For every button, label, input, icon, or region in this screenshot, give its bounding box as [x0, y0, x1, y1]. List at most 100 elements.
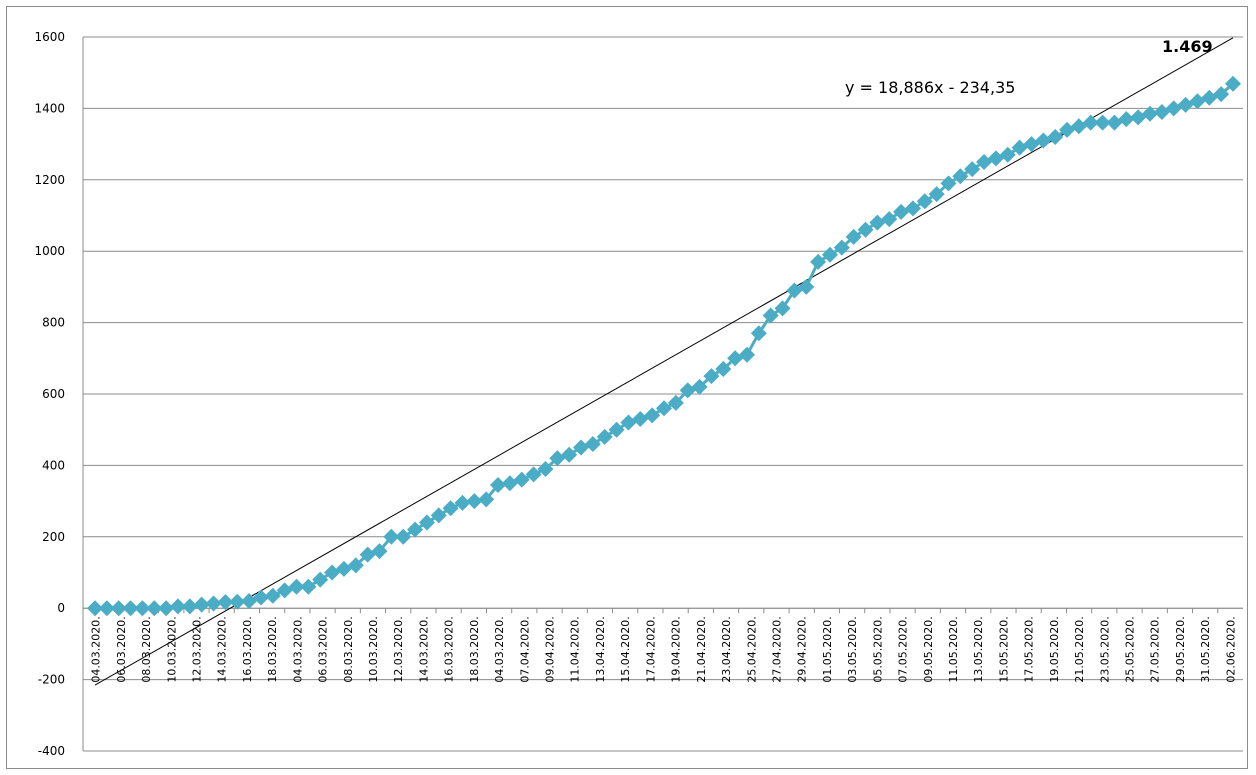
x-tick-label: 07.05.2020. — [897, 616, 910, 682]
data-point — [940, 175, 957, 192]
x-tick-label: 31.05.2020. — [1199, 616, 1212, 682]
line-chart: -400 -200 0 200 400 600 800 1000 1200 1400 1600 04… — [34, 30, 1243, 758]
data-point — [98, 600, 115, 617]
data-point — [869, 214, 886, 231]
data-point — [644, 407, 661, 424]
data-point — [916, 193, 933, 210]
data-point — [229, 593, 246, 610]
y-tick-label: 1200 — [34, 173, 65, 187]
y-tick-label: 1600 — [34, 30, 65, 44]
data-point — [454, 494, 471, 511]
x-tick-label: 16.03.2020. — [443, 616, 456, 682]
x-tick-label: 08.03.2020. — [140, 616, 153, 682]
data-point — [1142, 105, 1159, 122]
x-tick-label: 19.04.2020. — [670, 616, 683, 682]
data-point — [193, 596, 210, 613]
data-point — [395, 528, 412, 545]
data-point — [561, 446, 578, 463]
x-tick-label: 10.03.2020. — [165, 616, 178, 682]
data-point — [857, 221, 874, 238]
data-point — [241, 593, 258, 610]
x-tick-label: 06.03.2020. — [115, 616, 128, 682]
x-tick-label: 21.05.2020. — [1073, 616, 1086, 682]
data-point — [1059, 121, 1076, 138]
data-point — [359, 546, 376, 563]
data-point — [1118, 111, 1135, 128]
x-tick-label: 19.05.2020. — [1048, 616, 1061, 682]
data-series — [87, 75, 1241, 617]
data-point — [987, 150, 1004, 167]
data-point — [217, 594, 234, 611]
x-tick-label: 10.03.2020. — [367, 616, 380, 682]
y-tick-label: -200 — [38, 673, 65, 687]
data-point — [87, 600, 103, 617]
x-tick-label: 17.04.2020. — [644, 616, 657, 682]
x-tick-label: 09.04.2020. — [544, 616, 557, 682]
x-tick-label: 06.03.2020. — [317, 616, 330, 682]
data-point — [134, 600, 151, 617]
chart-frame: -400 -200 0 200 400 600 800 1000 1200 1400 1600 04… — [6, 6, 1248, 769]
data-point — [845, 228, 862, 245]
y-tick-label: 1000 — [34, 244, 65, 258]
data-point — [573, 439, 590, 456]
data-point — [1189, 93, 1206, 110]
x-tick-label: 12.03.2020. — [190, 616, 203, 682]
data-point — [774, 300, 791, 317]
data-point — [537, 460, 554, 477]
data-point — [1225, 75, 1241, 92]
data-point — [146, 600, 163, 617]
x-tick-label: 04.03.2020. — [291, 616, 304, 682]
data-point — [893, 203, 910, 220]
x-tick-label: 04.03.2020. — [90, 616, 103, 682]
x-tick-label: 25.04.2020. — [745, 616, 758, 682]
data-point — [904, 200, 921, 217]
x-tick-label: 12.03.2020. — [392, 616, 405, 682]
x-axis-ticks: 04.03.2020. 06.03.2020. 08.03.2020. 10.03.2… — [82, 608, 1237, 683]
y-tick-label: 400 — [42, 458, 65, 472]
data-point — [608, 421, 625, 438]
data-point — [584, 435, 601, 452]
x-tick-label: 29.05.2020. — [1174, 616, 1187, 682]
data-point — [205, 595, 222, 612]
data-point — [762, 307, 779, 324]
x-tick-label: 11.04.2020. — [569, 616, 582, 682]
data-point — [703, 368, 720, 385]
data-point — [833, 239, 850, 256]
data-point — [1153, 103, 1170, 120]
data-point — [881, 211, 898, 228]
data-point — [632, 410, 649, 427]
x-tick-label: 15.04.2020. — [619, 616, 632, 682]
x-tick-label: 02.06.2020. — [1224, 616, 1237, 682]
data-point — [786, 282, 803, 299]
trendline — [94, 37, 1234, 686]
data-point — [478, 491, 495, 508]
x-tick-label: 13.05.2020. — [972, 616, 985, 682]
data-point — [1082, 114, 1099, 131]
x-tick-label: 21.04.2020. — [695, 616, 708, 682]
y-tick-label: 1400 — [34, 101, 65, 115]
x-tick-label: 11.05.2020. — [947, 616, 960, 682]
data-point — [466, 493, 483, 510]
x-tick-label: 15.05.2020. — [997, 616, 1010, 682]
data-point — [347, 557, 364, 574]
data-point — [264, 587, 281, 604]
data-point — [964, 161, 981, 178]
data-point — [596, 428, 613, 445]
data-point — [750, 325, 767, 342]
x-tick-label: 25.05.2020. — [1124, 616, 1137, 682]
gridlines — [83, 36, 1243, 752]
data-point — [501, 475, 518, 492]
data-point — [679, 382, 696, 399]
data-point — [169, 598, 186, 615]
x-tick-label: 14.03.2020. — [417, 616, 430, 682]
x-tick-label: 08.03.2020. — [342, 616, 355, 682]
x-tick-label: 18.03.2020. — [468, 616, 481, 682]
x-tick-label: 27.04.2020. — [770, 616, 783, 682]
data-point — [371, 543, 388, 560]
data-point — [324, 564, 341, 581]
x-tick-label: 01.05.2020. — [821, 616, 834, 682]
y-tick-label: -400 — [38, 744, 65, 758]
last-value-label: 1.469 — [1162, 37, 1213, 56]
x-tick-label: 05.05.2020. — [871, 616, 884, 682]
data-point — [430, 507, 447, 524]
